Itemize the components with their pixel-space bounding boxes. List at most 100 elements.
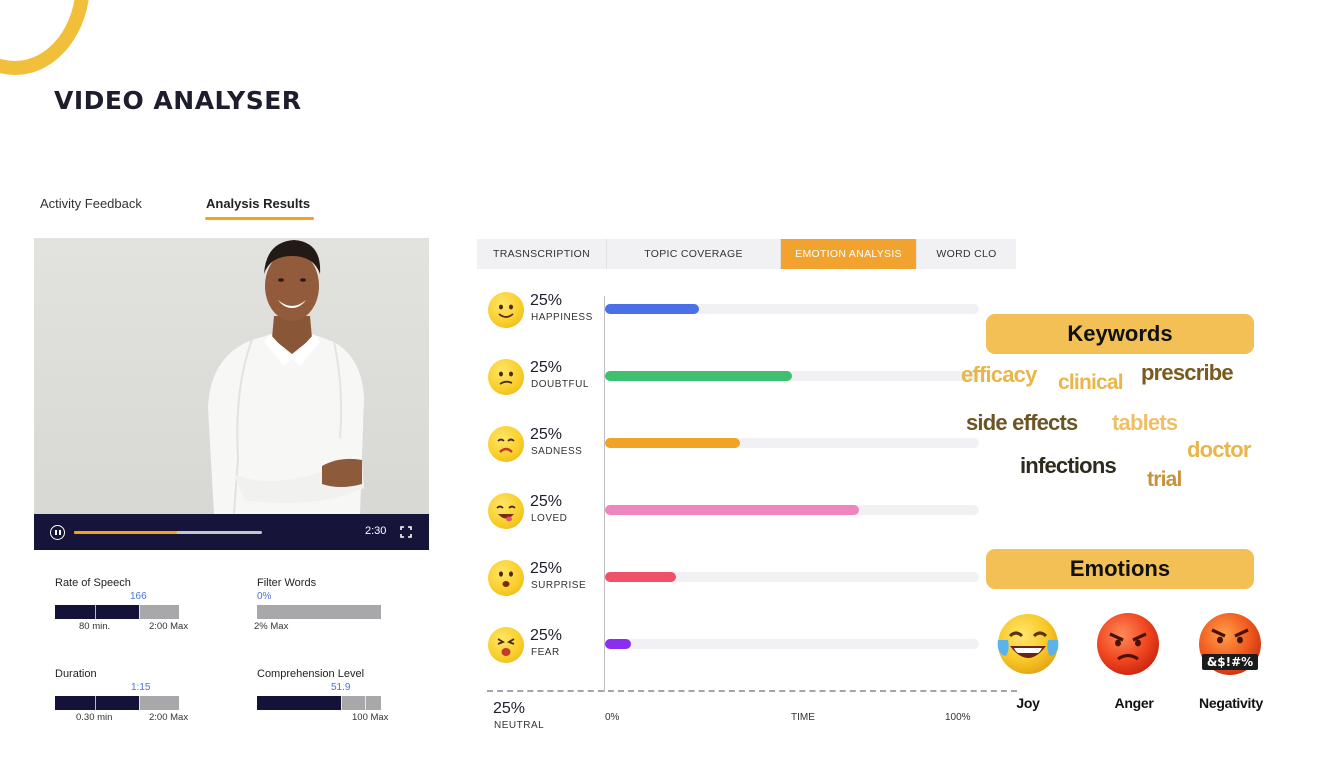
emotion-label: FEAR [531, 647, 560, 658]
keyword: side effects [966, 410, 1078, 435]
tears-of-joy-icon [997, 614, 1059, 674]
metric-duration: Duration 1:15 0.30 min 2:00 Max [55, 668, 225, 748]
metric-max-label: 100 Max [352, 712, 389, 723]
fullscreen-icon[interactable] [400, 526, 412, 538]
left-tab-bar: Activity Feedback Analysis Results [40, 196, 340, 226]
metric-label: Filter Words [257, 577, 317, 589]
tab-transcription[interactable]: TRASNSCRIPTION [477, 239, 607, 269]
doubtful-face-icon [488, 359, 524, 395]
metric-value: 166 [130, 591, 147, 602]
tab-analysis-results[interactable]: Analysis Results [205, 196, 315, 220]
cursing-face-icon: &$!#% [1199, 613, 1261, 675]
emotion-label: LOVED [531, 513, 568, 524]
metric-label: Rate of Speech [55, 577, 131, 589]
emotion-bar-track [605, 505, 979, 515]
metric-bar-fill [257, 696, 342, 710]
metric-min-label: 0.30 min [76, 712, 113, 723]
emotion-anger-label: Anger [1114, 695, 1154, 711]
tab-topic-coverage[interactable]: TOPIC COVERAGE [607, 239, 781, 269]
metric-min-label: 80 min. [79, 621, 111, 632]
neutral-percent: 25% [493, 700, 526, 717]
metric-comprehension-level: Comprehension Level 51.9 100 Max [257, 668, 427, 748]
video-player[interactable]: 2:30 [34, 238, 429, 550]
presenter-image [208, 240, 364, 514]
metric-filter-words: Filter Words 0% 2% Max [254, 577, 427, 657]
pause-icon[interactable] [50, 525, 65, 540]
angry-face-icon [1097, 613, 1159, 675]
video-controls: 2:30 [34, 514, 429, 550]
fearful-face-icon [488, 627, 524, 663]
emotion-percent: 25% [530, 292, 563, 309]
emotion-bar-surprise [605, 572, 677, 582]
happy-face-icon [488, 292, 524, 328]
keywords-header: Keywords [986, 314, 1254, 354]
video-progress-bar[interactable] [74, 531, 262, 534]
x-tick-min: 0% [605, 712, 620, 723]
metric-label: Duration [55, 668, 97, 680]
emotion-percent: 25% [530, 627, 563, 644]
metric-bar-tick [365, 696, 366, 710]
analysis-tab-bar: TRASNSCRIPTION TOPIC COVERAGE EMOTION AN… [477, 239, 1016, 269]
emotion-label: HAPPINESS [531, 312, 593, 323]
emotion-bar-loved [605, 505, 860, 515]
keyword: trial [1147, 468, 1182, 491]
emotion-bar-fear [605, 639, 632, 649]
metric-value: 1:15 [131, 682, 151, 693]
metric-bar-tick [139, 696, 140, 710]
keyword: efficacy [961, 362, 1037, 387]
emotion-label: DOUBTFUL [531, 379, 589, 390]
metric-bar-fill [55, 696, 140, 710]
x-axis-label: TIME [791, 712, 815, 723]
emotion-percent: 25% [530, 560, 563, 577]
active-tab-underline [205, 217, 315, 220]
emotion-label: SADNESS [531, 446, 583, 457]
emotion-joy-label: Joy [1016, 695, 1040, 711]
emotion-bar-track [605, 438, 979, 448]
emotion-percent: 25% [530, 359, 563, 376]
metric-bar [257, 605, 381, 619]
keyword: infections [1020, 453, 1117, 478]
emotion-bar-track [605, 639, 979, 649]
metric-label: Comprehension Level [257, 668, 365, 680]
emotion-bar-happiness [605, 304, 699, 314]
surprised-face-icon [488, 560, 524, 596]
emotions-header: Emotions [986, 549, 1254, 589]
emotion-negativity-label: Negativity [1199, 695, 1263, 711]
metric-bar-tick [341, 696, 342, 710]
emotion-percent: 25% [530, 426, 563, 443]
video-progress-fill [74, 531, 178, 534]
metric-value: 51.9 [331, 682, 351, 693]
chart-y-axis [604, 296, 605, 692]
metric-max-label: 2:00 Max [149, 621, 189, 632]
emotion-bar-sadness [605, 438, 740, 448]
metric-bar-fill [55, 605, 140, 619]
chart-x-axis [487, 690, 1017, 692]
metric-bar [55, 605, 179, 619]
keyword: clinical [1058, 371, 1124, 394]
love-face-icon [488, 493, 524, 529]
cursing-symbols: &$!#% [1207, 655, 1253, 669]
emotion-label: SURPRISE [531, 580, 587, 591]
metric-rate-of-speech: Rate of Speech 166 80 min. 2:00 Max [55, 577, 225, 657]
metric-max-label: 2% Max [254, 621, 289, 632]
tab-analysis-results-label: Analysis Results [206, 196, 311, 211]
sad-face-icon [488, 426, 524, 462]
neutral-label: NEUTRAL [494, 720, 545, 731]
metric-bar [55, 696, 179, 710]
video-duration: 2:30 [365, 525, 387, 537]
metric-bar-tick [139, 605, 140, 619]
tab-word-cloud[interactable]: WORD CLO [936, 248, 997, 260]
metric-max-label: 2:00 Max [149, 712, 189, 723]
x-tick-max: 100% [945, 712, 971, 723]
keyword: prescribe [1141, 360, 1234, 385]
decorative-arc [0, 0, 90, 75]
emotion-bar-track [605, 572, 979, 582]
metric-bar-tick [95, 696, 96, 710]
keyword: doctor [1187, 437, 1251, 462]
page-title: VIDEO ANALYSER [54, 86, 302, 115]
tab-activity-feedback[interactable]: Activity Feedback [40, 196, 142, 211]
tab-emotion-analysis[interactable]: EMOTION ANALYSIS [781, 239, 917, 269]
metric-value: 0% [257, 591, 272, 602]
emotion-bar-doubtful [605, 371, 792, 381]
emotion-bar-track [605, 304, 979, 314]
